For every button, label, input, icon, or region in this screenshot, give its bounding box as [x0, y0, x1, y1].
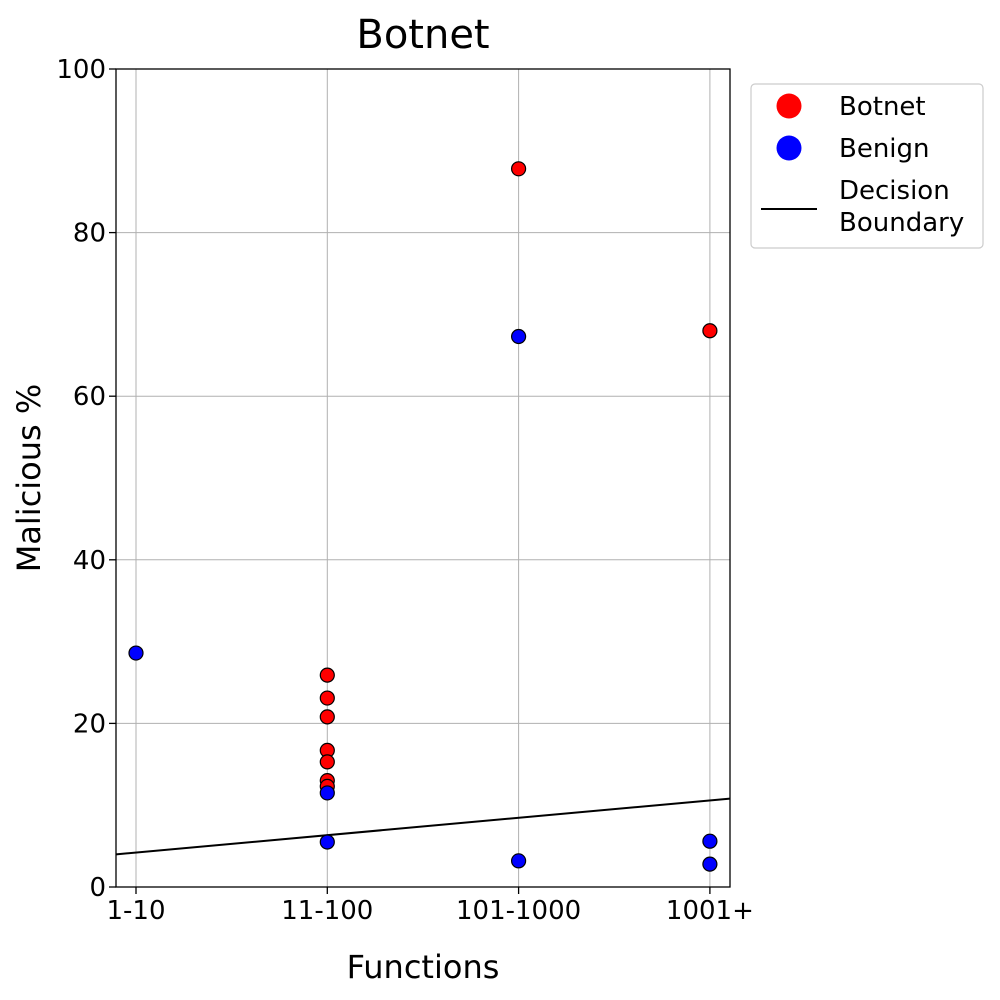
botnet-point [510, 161, 527, 177]
y-tick-label: 80 [73, 219, 106, 249]
chart-title: Botnet [356, 12, 489, 58]
decision-boundary-line [115, 797, 731, 856]
y-tick-label: 20 [73, 709, 106, 739]
data-points [128, 161, 718, 872]
benign-point [319, 785, 335, 801]
legend-decision-boundary-label: Decision [839, 176, 950, 206]
grid-lines [116, 69, 730, 887]
plot-frame [115, 68, 731, 888]
x-tick-label: 1001+ [666, 896, 754, 926]
x-tick-label: 101-1000 [456, 896, 581, 926]
x-tick-label: 11-100 [281, 896, 373, 926]
y-tick-label: 100 [56, 55, 106, 85]
benign-point [319, 834, 335, 850]
legend-frame [750, 83, 984, 249]
y-tick-label: 0 [89, 873, 106, 903]
benign-point [128, 645, 144, 661]
x-axis-ticks: 1-10 11-100 101-1000 1001+ [106, 887, 754, 926]
y-tick-label: 40 [73, 546, 106, 576]
benign-point [510, 328, 527, 345]
botnet-point [319, 690, 335, 706]
legend-benign-marker [776, 135, 802, 161]
legend-decision-boundary-label: Boundary [839, 208, 964, 238]
y-tick-label: 60 [73, 382, 106, 412]
benign-point [702, 856, 718, 872]
botnet-point [319, 754, 335, 770]
botnet-point [702, 323, 718, 339]
botnet-point [319, 667, 335, 683]
benign-point [702, 833, 718, 849]
legend-botnet-marker [776, 93, 802, 119]
y-axis-ticks: 0 20 40 60 80 100 [56, 55, 116, 903]
legend-botnet-label: Botnet [839, 92, 926, 122]
x-axis-label: Functions [347, 948, 500, 986]
y-axis-label: Malicious % [10, 384, 48, 573]
legend-benign-label: Benign [839, 134, 930, 164]
decision-boundary-layer [115, 797, 731, 856]
x-tick-label: 1-10 [106, 896, 165, 926]
botnet-point [319, 709, 335, 725]
benign-point [510, 853, 527, 869]
